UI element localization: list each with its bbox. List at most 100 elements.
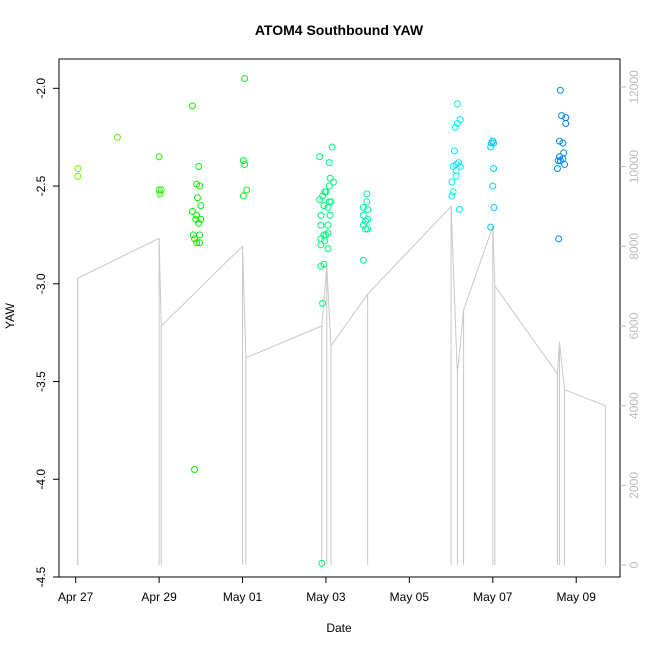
yaw-point <box>555 235 563 243</box>
yaw-point <box>364 215 372 223</box>
y2-axis: 0 2000 4000 6000 8000 10000 12000 <box>620 70 641 568</box>
yaw-point <box>487 223 495 231</box>
yaw-point <box>324 229 332 237</box>
yaw-point <box>327 198 335 206</box>
y-tick-label: -3.0 <box>34 273 48 294</box>
y-tick-label: -3.5 <box>34 371 48 392</box>
x-tick-label: May 05 <box>390 590 430 604</box>
yaw-point <box>195 219 203 227</box>
yaw-point <box>196 239 204 247</box>
yaw-point <box>113 133 121 141</box>
y-axis: -4.5 -4.0 -3.5 -3.0 -2.5 -2.0 <box>34 78 59 587</box>
yaw-point <box>193 239 201 247</box>
yaw-point <box>362 225 370 233</box>
yaw-point <box>359 256 367 264</box>
yaw-point <box>325 182 333 190</box>
yaw-point <box>329 178 337 186</box>
yaw-point <box>326 211 334 219</box>
yaw-point <box>363 190 371 198</box>
y-tick-label: -4.0 <box>34 469 48 490</box>
yaw-point <box>448 192 456 200</box>
yaw-point <box>556 86 564 94</box>
yaw-point <box>559 139 567 147</box>
yaw-point <box>324 221 332 229</box>
yaw-point <box>197 215 205 223</box>
y2-tick-label: 6000 <box>627 312 641 339</box>
yaw-point <box>363 198 371 206</box>
yaw-point <box>453 100 461 108</box>
yaw-point <box>488 139 496 147</box>
yaw-point <box>196 231 204 239</box>
y2-tick-label: 2000 <box>627 472 641 499</box>
yaw-point <box>320 260 328 268</box>
yaw-points-layer <box>74 75 570 567</box>
yaw-point <box>450 147 458 155</box>
yaw-point <box>325 159 333 167</box>
yaw-point <box>364 225 372 233</box>
yaw-point <box>359 211 367 219</box>
yaw-point <box>455 206 463 214</box>
yaw-point <box>155 153 163 161</box>
yaw-point <box>241 75 249 83</box>
yaw-point <box>448 178 456 186</box>
yaw-point <box>320 202 328 210</box>
yaw-point <box>451 123 459 131</box>
yaw-point <box>561 161 569 169</box>
x-tick-label: May 07 <box>473 590 513 604</box>
y-axis-label: YAW <box>3 302 17 329</box>
yaw-point <box>362 217 370 225</box>
yaw-point <box>317 211 325 219</box>
yaw-point <box>324 245 332 253</box>
y2-tick-label: 4000 <box>627 392 641 419</box>
x-tick-label: Apr 27 <box>58 590 94 604</box>
index-line <box>77 205 606 407</box>
yaw-point <box>562 120 570 128</box>
yaw-point <box>456 116 464 124</box>
yaw-point <box>239 192 247 200</box>
x-tick-label: May 03 <box>306 590 346 604</box>
yaw-point <box>188 207 196 215</box>
yaw-point <box>191 465 199 473</box>
yaw-point <box>193 211 201 219</box>
yaw-point <box>317 221 325 229</box>
y2-tick-label: 0 <box>627 561 641 568</box>
yaw-point <box>553 164 561 172</box>
x-axis-label: Date <box>326 621 352 635</box>
yaw-point <box>241 161 249 169</box>
x-tick-label: May 09 <box>557 590 597 604</box>
yaw-point <box>359 204 367 212</box>
y-tick-label: -2.0 <box>34 78 48 99</box>
yaw-point <box>326 174 334 182</box>
yaw-point <box>195 163 203 171</box>
yaw-point <box>490 164 498 172</box>
yaw-point <box>449 188 457 196</box>
yaw-point <box>322 231 330 239</box>
yaw-point <box>196 182 204 190</box>
yaw-point <box>188 102 196 110</box>
chart-title: ATOM4 Southbound YAW <box>255 22 424 38</box>
yaw-point <box>189 231 197 239</box>
yaw-point <box>364 206 372 214</box>
yaw-point <box>74 164 82 172</box>
yaw-point <box>193 194 201 202</box>
yaw-point <box>455 159 463 167</box>
yaw-point <box>156 190 164 198</box>
yaw-point <box>157 186 165 194</box>
yaw-point <box>318 559 326 567</box>
yaw-point <box>560 149 568 157</box>
y2-tick-label: 8000 <box>627 233 641 260</box>
x-tick-label: May 01 <box>223 590 263 604</box>
yaw-point <box>239 157 247 165</box>
yaw-point <box>490 204 498 212</box>
yaw-point <box>558 112 566 120</box>
y2-tick-label: 10000 <box>627 150 641 184</box>
index-line-layer <box>77 205 606 566</box>
y-tick-label: -4.5 <box>34 566 48 587</box>
yaw-point <box>316 153 324 161</box>
yaw-point <box>359 221 367 229</box>
y-tick-label: -2.5 <box>34 175 48 196</box>
yaw-point <box>489 182 497 190</box>
yaw-point <box>490 139 498 147</box>
yaw-point <box>328 143 336 151</box>
